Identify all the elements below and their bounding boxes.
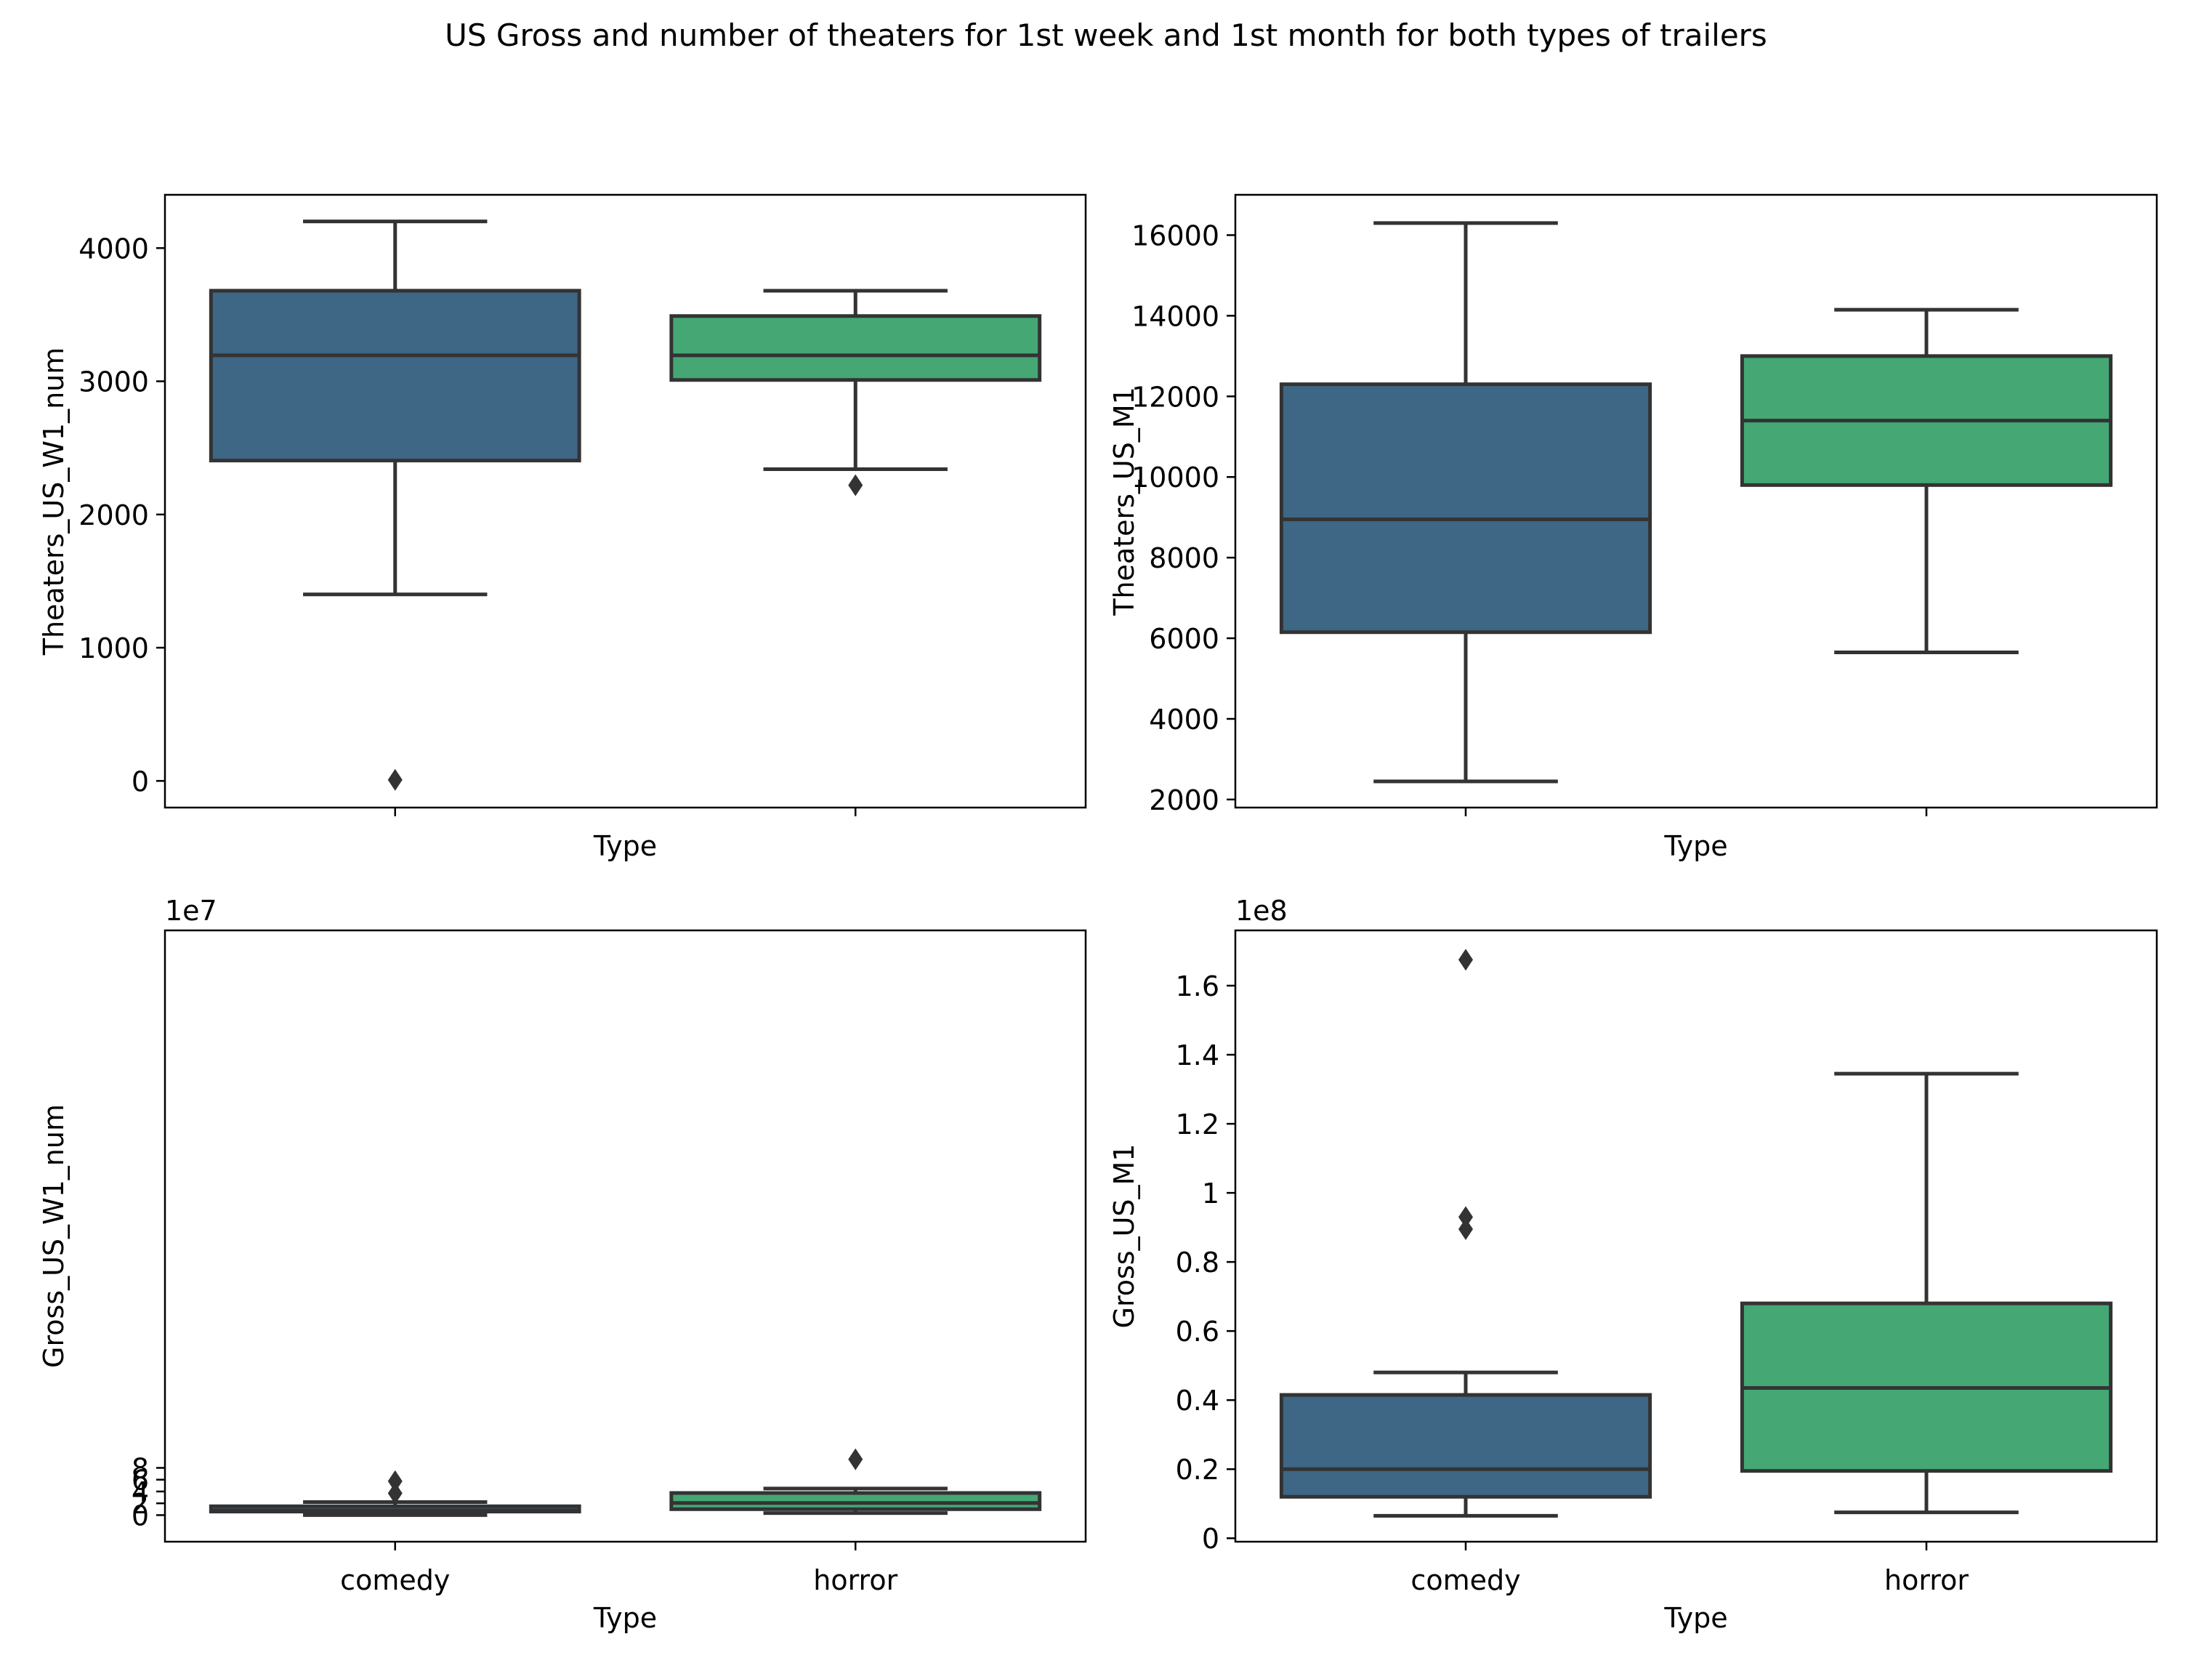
- y-tick-label: 1000: [78, 632, 149, 664]
- y-tick-label: 2: [132, 1488, 149, 1520]
- box-horror: [1740, 307, 2113, 654]
- y-tick-label: 0.6: [1176, 1316, 1219, 1348]
- y-tick-label: 3000: [78, 366, 149, 398]
- box-iqr: [669, 314, 1042, 382]
- box-comedy: [1279, 949, 1652, 1518]
- y-tick-label: 8000: [1149, 542, 1219, 574]
- box-iqr: [209, 289, 581, 463]
- outlier-point: [848, 474, 863, 496]
- y-tick-label: 2000: [78, 499, 149, 531]
- x-axis-label: Type: [593, 830, 657, 862]
- outlier-point: [1458, 949, 1473, 971]
- x-tick-label-comedy: comedy: [1410, 1564, 1520, 1596]
- subplot-p2: 2000 4000 6000 8000 10000 12000 14000 16000 Type…: [1108, 193, 2158, 862]
- box-horror: [1740, 1071, 2113, 1515]
- box-comedy: [209, 220, 581, 791]
- y-tick-label: 4000: [1149, 704, 1219, 736]
- subplot-p4: 0 0.2 0.4 0.6 0.8 1 1.2 1.4 1.6 comedy horror Type G…: [1108, 895, 2158, 1634]
- figure-title: US Gross and number of theaters for 1st …: [445, 17, 1767, 53]
- y-tick-label: 2000: [1149, 784, 1219, 816]
- y-tick-label: 0: [132, 1500, 149, 1532]
- outlier-point: [387, 1470, 403, 1492]
- axis-offset-label: 1e7: [165, 895, 217, 927]
- plot-frame: [1234, 929, 2158, 1543]
- y-tick-label: 6000: [1149, 623, 1219, 655]
- outlier-point: [848, 1448, 863, 1470]
- box-iqr: [1279, 1393, 1652, 1499]
- y-tick-label: 0.4: [1176, 1385, 1219, 1417]
- y-tick-label: 6: [132, 1465, 149, 1497]
- outlier-point: [387, 768, 403, 791]
- y-tick-label: 0: [132, 765, 149, 797]
- y-axis-label: Theaters_US_W1_num: [38, 347, 70, 656]
- y-tick-label: 10000: [1131, 462, 1219, 494]
- box-comedy: [209, 1470, 581, 1517]
- y-axis-label: Theaters_US_M1: [1108, 387, 1140, 616]
- y-tick-label: 4000: [78, 233, 149, 265]
- y-tick-label: 0.2: [1176, 1454, 1219, 1486]
- x-tick-label-comedy: comedy: [340, 1564, 450, 1596]
- outlier-point: [1458, 1206, 1473, 1228]
- box-iqr: [669, 1491, 1042, 1511]
- box-comedy: [1279, 221, 1652, 784]
- y-tick-label: 1: [1202, 1178, 1219, 1210]
- box-iqr: [1279, 382, 1652, 635]
- plot-frame: [164, 929, 1087, 1543]
- x-axis-label: Type: [593, 1602, 657, 1634]
- plot-frame: [164, 193, 1087, 809]
- x-axis-label: Type: [1663, 1602, 1727, 1634]
- y-tick-label: 1.6: [1176, 970, 1219, 1002]
- y-tick-label: 12000: [1131, 381, 1219, 413]
- y-tick-label: 0: [1202, 1523, 1219, 1555]
- box-horror: [669, 289, 1042, 496]
- y-tick-label: 8: [132, 1452, 149, 1484]
- subplot-p1: 0 1000 2000 3000 4000 Type Theaters_US_W1_num: [38, 193, 1087, 862]
- outlier-point: [387, 1482, 403, 1505]
- y-axis-label: Gross_US_W1_num: [38, 1104, 70, 1368]
- y-tick-label: 0.8: [1176, 1247, 1219, 1279]
- y-tick-label: 4: [132, 1476, 149, 1508]
- axis-offset-label: 1e8: [1235, 895, 1288, 927]
- y-tick-label: 14000: [1131, 300, 1219, 332]
- x-axis-label: Type: [1663, 830, 1727, 862]
- x-tick-label-horror: horror: [1884, 1564, 1969, 1596]
- box-horror: [669, 1448, 1042, 1516]
- y-tick-label: 1.4: [1176, 1039, 1219, 1071]
- plot-frame: [1234, 193, 2158, 809]
- y-tick-label: 1.2: [1176, 1108, 1219, 1140]
- outlier-point: [1458, 1218, 1473, 1240]
- y-axis-label: Gross_US_M1: [1108, 1144, 1140, 1329]
- y-tick-label: 16000: [1131, 220, 1219, 251]
- x-tick-label-horror: horror: [813, 1564, 897, 1596]
